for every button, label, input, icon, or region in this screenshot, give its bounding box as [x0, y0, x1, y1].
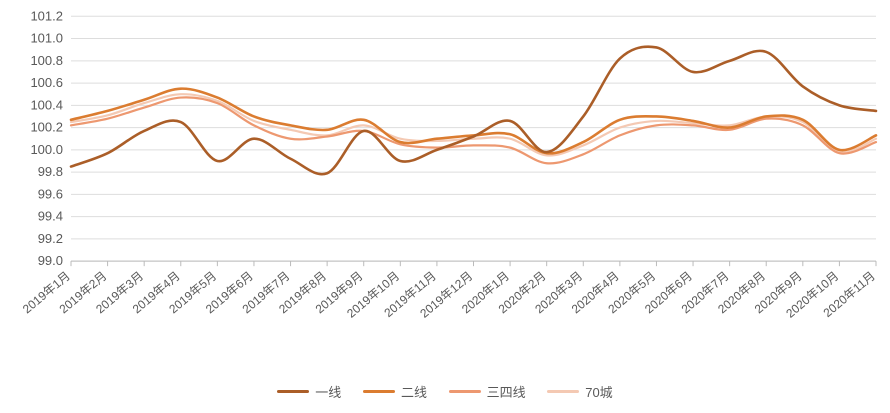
svg-text:100.6: 100.6 [30, 75, 63, 90]
svg-text:99.2: 99.2 [38, 231, 63, 246]
svg-text:101.2: 101.2 [30, 8, 63, 23]
svg-text:100.0: 100.0 [30, 142, 63, 157]
svg-text:99.4: 99.4 [38, 209, 63, 224]
svg-text:101.0: 101.0 [30, 31, 63, 46]
svg-text:99.6: 99.6 [38, 186, 63, 201]
svg-text:100.8: 100.8 [30, 53, 63, 68]
svg-text:100.2: 100.2 [30, 120, 63, 135]
svg-text:99.0: 99.0 [38, 253, 63, 268]
svg-text:99.8: 99.8 [38, 164, 63, 179]
svg-text:100.4: 100.4 [30, 97, 63, 112]
